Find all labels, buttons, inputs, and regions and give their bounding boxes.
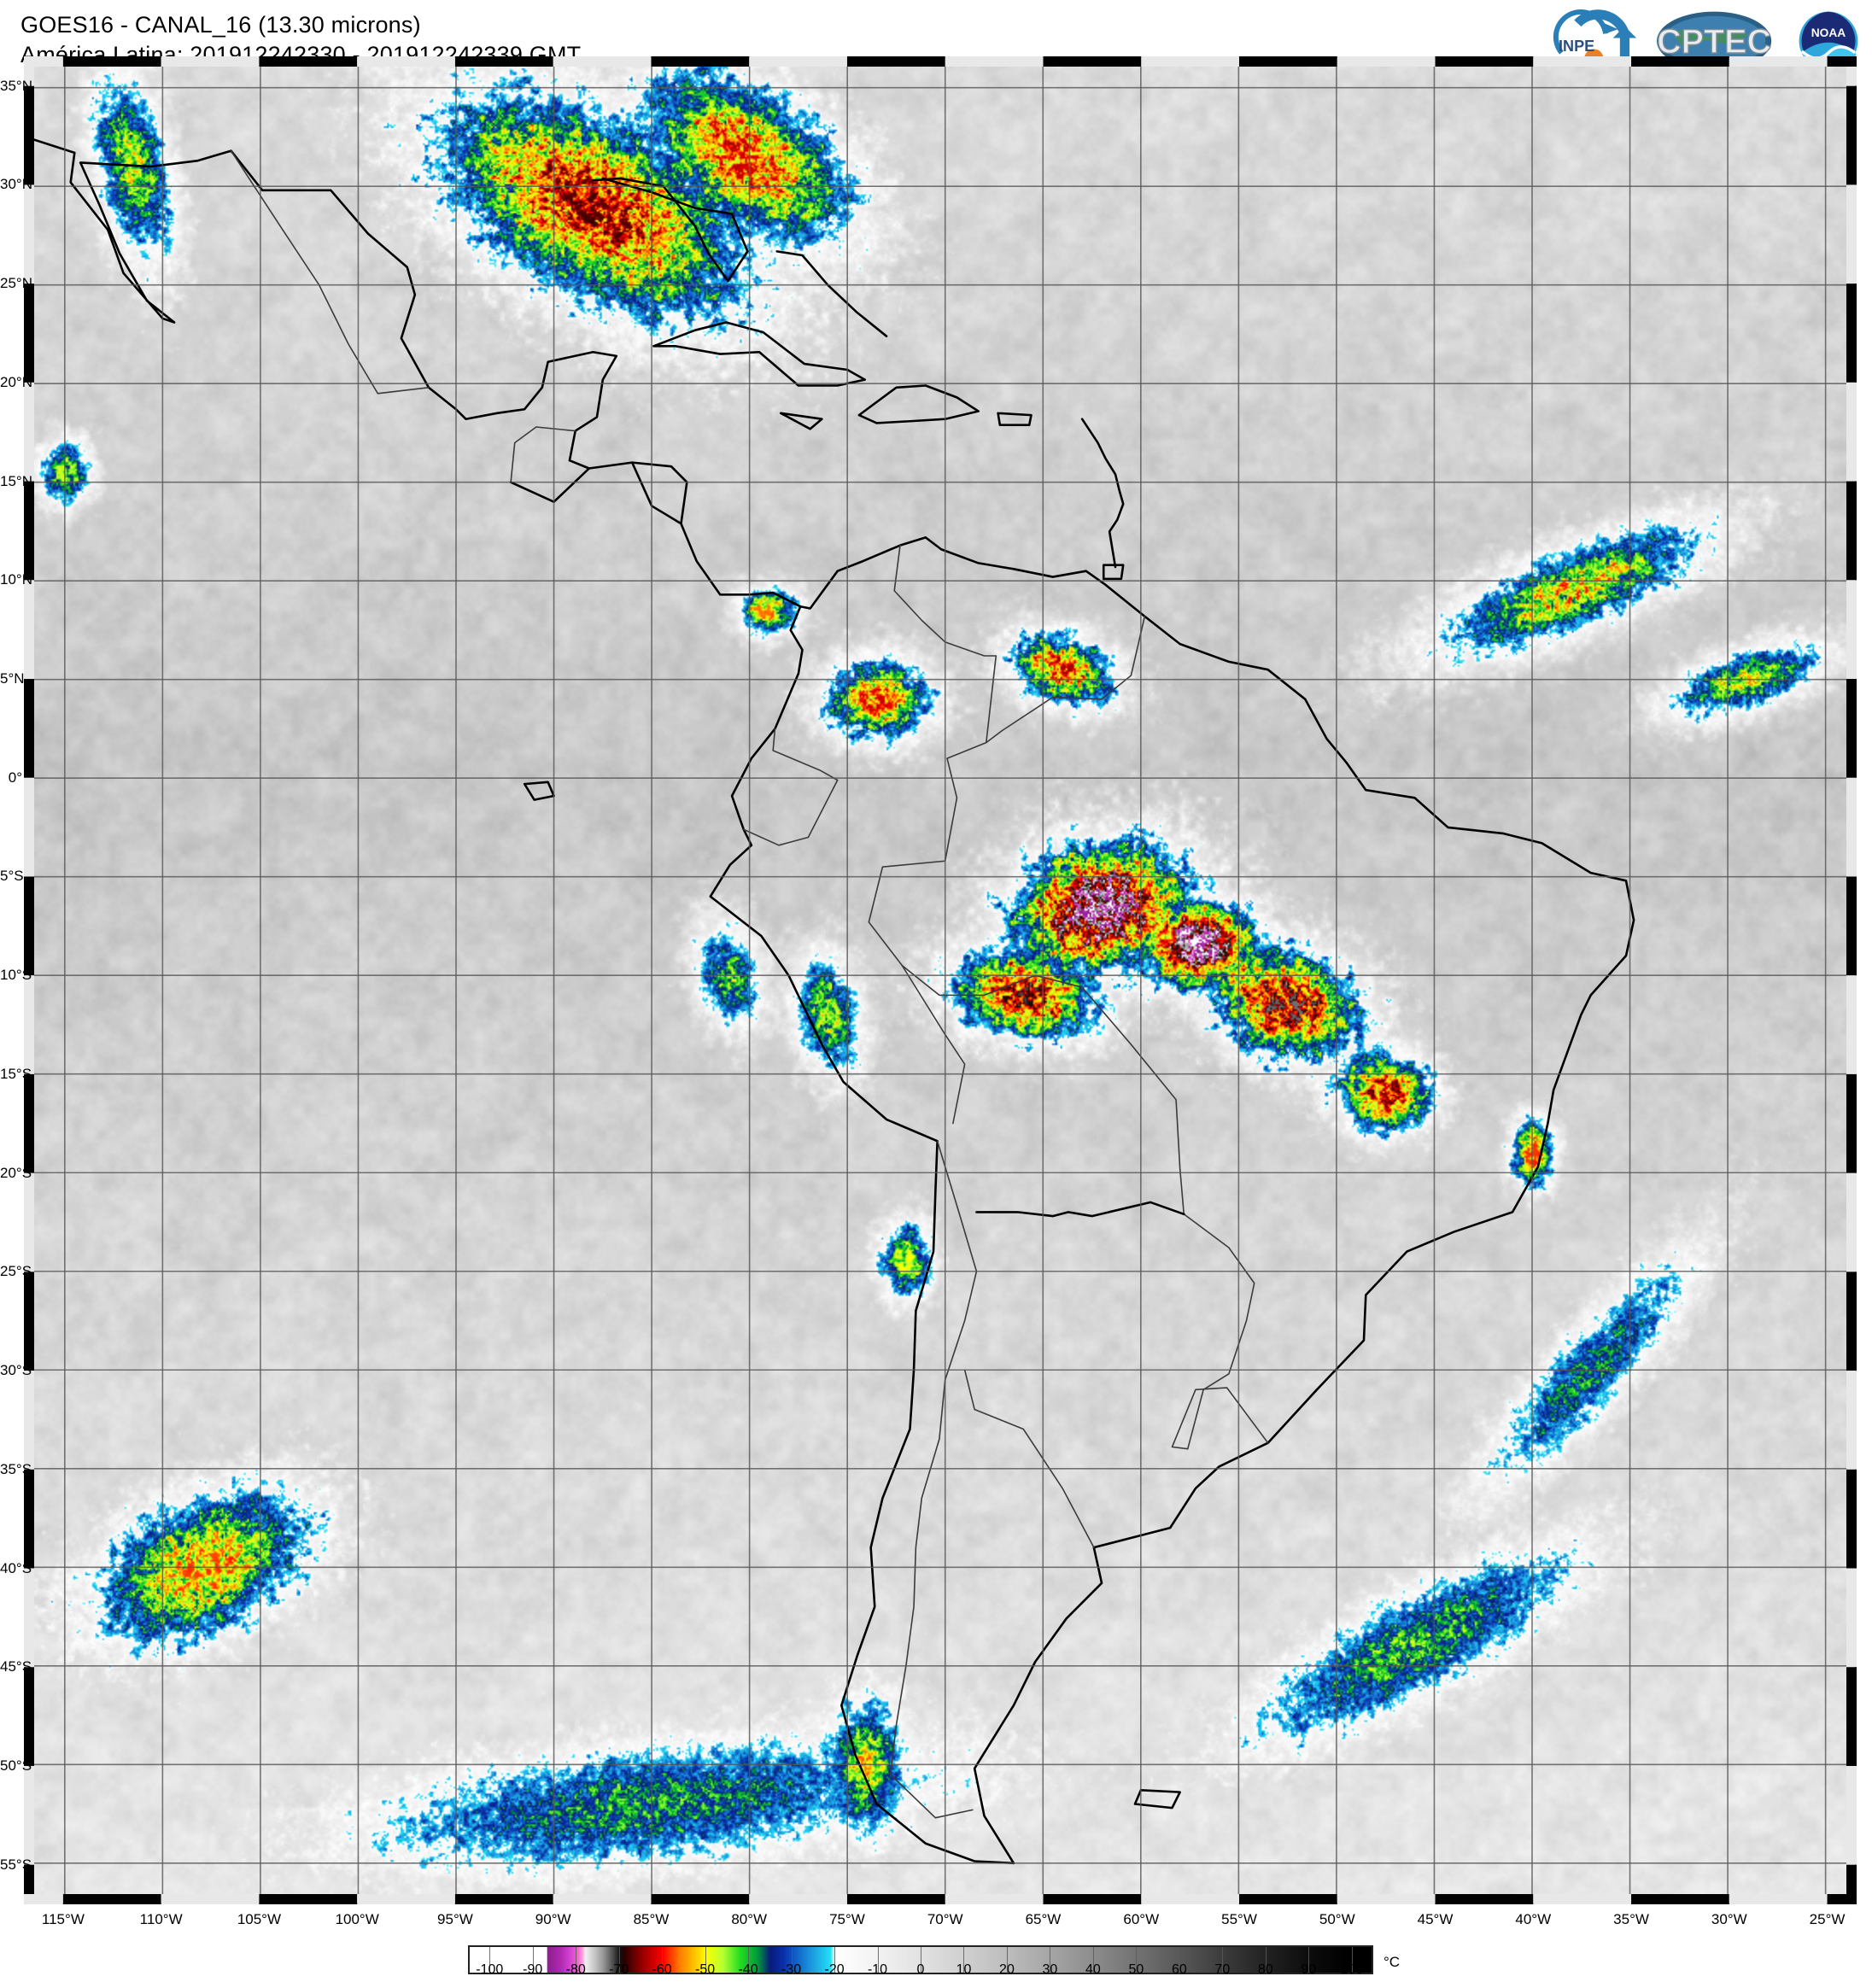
inpe-logo: INPE [1553,9,1636,75]
colorbar-tick-label: 40 [1085,1962,1101,1977]
colorbar [468,1945,1373,1974]
longitude-label: 45°W [1417,1911,1454,1927]
longitude-label: 40°W [1515,1911,1552,1927]
latitude-label: 10°N [0,571,32,588]
colorbar-unit-label: °C [1384,1954,1401,1970]
latitude-label: 25°N [0,275,32,292]
colorbar-tick-label: 20 [999,1962,1015,1977]
longitude-label: 65°W [1025,1911,1062,1927]
satellite-map [24,56,1857,1904]
svg-text:NOAA: NOAA [1811,26,1846,39]
colorbar-tick-label: -60 [652,1962,672,1977]
longitude-label: 30°W [1711,1911,1747,1927]
svg-text:INPE: INPE [1559,38,1594,55]
colorbar-tick-label: 100 [1340,1962,1364,1977]
colorbar-tick-label: 30 [1042,1962,1058,1977]
svg-text:CPTEC: CPTEC [1657,23,1771,61]
latitude-label: 15°S [0,1065,32,1082]
longitude-label: 35°W [1613,1911,1649,1927]
cptec-logo: CPTEC [1656,11,1772,71]
latitude-label: 5°N [0,670,25,687]
longitude-label: 110°W [139,1911,183,1927]
longitude-label: 75°W [829,1911,865,1927]
latitude-label: 50°S [0,1757,32,1774]
colorbar-tick-label: -100 [476,1962,504,1977]
satellite-imagery-layer [26,58,1855,1903]
colorbar-tick-label: -80 [565,1962,586,1977]
latitude-label: 30°N [0,176,32,193]
latitude-label: 5°S [0,868,24,885]
latitude-label: 20°S [0,1164,32,1181]
latitude-label: 10°S [0,967,32,984]
longitude-label: 25°W [1809,1911,1846,1927]
longitude-label: 105°W [237,1911,282,1927]
colorbar-tick-label: -30 [781,1962,802,1977]
longitude-label: 50°W [1319,1911,1355,1927]
longitude-label: 60°W [1123,1911,1160,1927]
latitude-tick-ladder-right [1846,56,1857,1904]
longitude-tick-ladder-top [24,56,1857,67]
colorbar-tick-label: 80 [1257,1962,1273,1977]
latitude-label: 35°S [0,1460,32,1477]
colorbar-tick-label: 10 [956,1962,972,1977]
colorbar-tick-label: -20 [824,1962,845,1977]
colorbar-tick-label: 90 [1301,1962,1317,1977]
longitude-label: 90°W [535,1911,571,1927]
longitude-label: 85°W [633,1911,670,1927]
graticule-layer [26,58,1855,1903]
longitude-label: 100°W [335,1911,379,1927]
colorbar-tick-label: -10 [867,1962,888,1977]
page-title: GOES16 - CANAL_16 (13.30 microns) [20,12,421,38]
colorbar-tick-label: -70 [609,1962,629,1977]
colorbar-tick-label: -90 [523,1962,543,1977]
latitude-label: 15°N [0,472,32,489]
longitude-label: 55°W [1221,1911,1257,1927]
longitude-label: 70°W [927,1911,963,1927]
latitude-label: 40°S [0,1559,32,1576]
colorbar-tick-label: 70 [1214,1962,1231,1977]
colorbar-tick-label: -50 [695,1962,716,1977]
longitude-label: 115°W [41,1911,85,1927]
latitude-label: 25°S [0,1263,32,1280]
colorbar-tick-label: 50 [1128,1962,1144,1977]
longitude-label: 80°W [731,1911,768,1927]
colorbar-tick-label: 0 [916,1962,925,1977]
latitude-label: 20°N [0,373,32,390]
latitude-label: 45°S [0,1658,32,1675]
longitude-tick-ladder-bottom [24,1894,1857,1904]
latitude-label: 55°S [0,1856,32,1873]
colorbar-tick-label: 60 [1171,1962,1187,1977]
longitude-label: 95°W [437,1911,473,1927]
colorbar-tick-label: -40 [738,1962,758,1977]
latitude-label: 30°S [0,1362,32,1379]
latitude-label: 0° [8,769,22,786]
latitude-label: 35°N [0,77,32,94]
